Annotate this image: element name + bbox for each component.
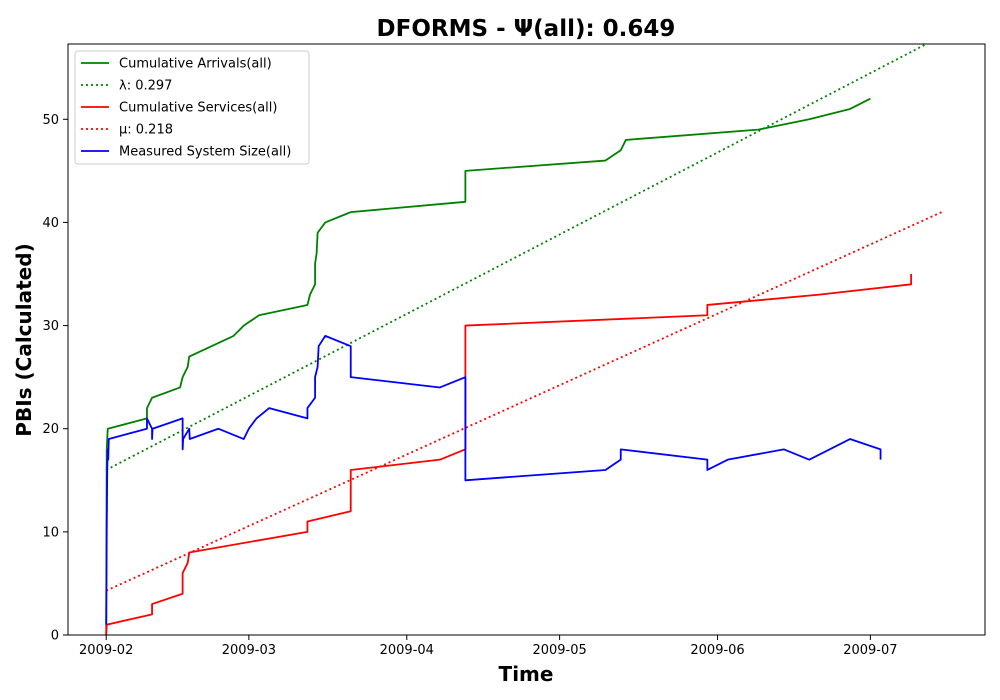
x-axis-label: Time — [499, 662, 554, 686]
x-tick-label: 2009-02 — [79, 643, 133, 658]
x-axis-ticks: 2009-02 2009-03 2009-04 2009-05 2009-06 2009-… — [79, 635, 898, 658]
plot-lines — [105, 44, 943, 635]
chart-title: DFORMS - Ψ(all): 0.649 — [377, 16, 676, 42]
y-tick-label: 50 — [42, 113, 59, 128]
x-tick-label: 2009-05 — [532, 643, 586, 658]
legend-label-0: Cumulative Arrivals(all) — [119, 57, 272, 72]
x-tick-label: 2009-04 — [380, 643, 434, 658]
series-line-0 — [105, 97, 871, 635]
legend-box — [74, 50, 310, 165]
plot-frame — [67, 43, 986, 636]
series-line-2 — [105, 274, 913, 635]
x-tick-label: 2009-06 — [690, 643, 744, 658]
legend-label-2: Cumulative Services(all) — [119, 101, 277, 116]
y-tick-label: 0 — [51, 629, 59, 644]
x-tick-label: 2009-03 — [222, 643, 276, 658]
y-tick-label: 30 — [42, 319, 59, 334]
y-tick-label: 40 — [42, 216, 59, 231]
legend-label-1: λ: 0.297 — [119, 79, 172, 94]
legend-label-4: Measured System Size(all) — [119, 145, 291, 160]
y-tick-label: 10 — [42, 525, 59, 540]
y-axis-label: PBIs (Calculated) — [12, 243, 36, 436]
series-line-1 — [105, 44, 927, 471]
y-tick-label: 20 — [42, 422, 59, 437]
legend-label-3: μ: 0.218 — [119, 123, 173, 138]
y-axis-ticks: 0 10 20 30 40 50 — [42, 113, 68, 644]
legend: Cumulative Arrivals(all) λ: 0.297 Cumulati… — [74, 50, 310, 165]
series-line-4 — [105, 334, 882, 625]
x-tick-label: 2009-07 — [843, 643, 897, 658]
